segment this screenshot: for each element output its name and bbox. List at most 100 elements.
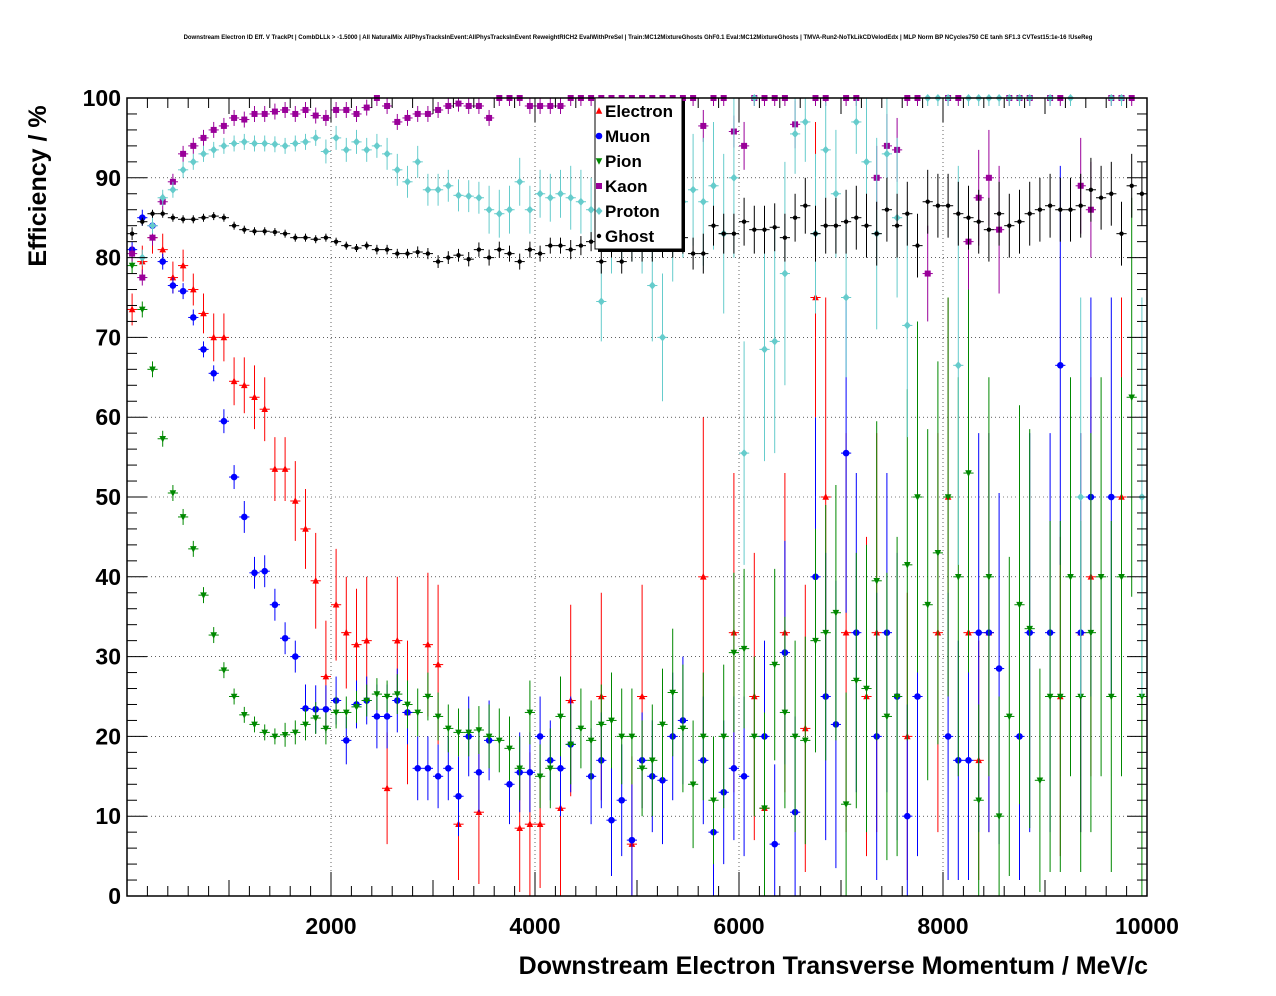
legend-electron-label: Electron [605, 102, 673, 121]
ghost-point [1078, 203, 1083, 208]
pion-point [1026, 625, 1033, 633]
kaon-point [455, 100, 462, 107]
pion-point [883, 713, 891, 721]
legend: Electron Muon Pion Kaon Proton Ghost [594, 97, 685, 252]
ghost-point [354, 245, 359, 251]
muon-point [373, 713, 381, 720]
electron-point [822, 493, 829, 500]
x-tick-label: 4000 [509, 913, 560, 939]
kaon-point [435, 106, 442, 113]
muon-point [190, 314, 197, 321]
pion-point [608, 717, 615, 725]
ghost-point [211, 213, 216, 219]
kaon-point [924, 270, 931, 277]
ghost-point [262, 229, 267, 234]
muon-point [281, 634, 289, 642]
pion-point [241, 712, 248, 719]
pion-point [332, 709, 340, 717]
ghost-point [1047, 203, 1053, 208]
muon-point [536, 733, 544, 740]
pion-point [965, 470, 972, 477]
ghost-point [721, 231, 726, 236]
kaon-point [231, 114, 238, 121]
pion-point [1108, 693, 1115, 701]
muon-point [455, 792, 462, 800]
y-axis-title: Efficiency / % [24, 105, 52, 266]
muon-point [261, 567, 269, 575]
pion-point [190, 546, 197, 553]
proton-point [771, 337, 779, 346]
pion-point [373, 691, 381, 698]
ghost-point [1027, 211, 1032, 216]
ghost-point [486, 255, 492, 260]
pion-point [944, 494, 952, 501]
proton-point [699, 197, 707, 206]
ghost-point [323, 235, 329, 240]
ghost-point [374, 247, 380, 252]
muon-point [159, 258, 166, 265]
pion-point [761, 805, 768, 813]
pion-point [485, 733, 493, 741]
ghost-point [690, 251, 696, 256]
proton-point [577, 197, 585, 206]
ghost-point [242, 227, 247, 232]
pion-point [842, 801, 850, 809]
pion-point [281, 732, 289, 739]
pion-point [139, 306, 146, 314]
proton-point [791, 129, 799, 138]
electron-point [434, 660, 442, 668]
electron-point [700, 573, 707, 580]
muon-point [200, 346, 207, 353]
pion-point [1006, 713, 1013, 721]
pion-point [700, 733, 707, 741]
proton-point [149, 221, 156, 230]
pion-point [985, 574, 993, 581]
kaon-point [414, 110, 421, 117]
kaon-point [322, 114, 329, 121]
kaon-point [700, 122, 707, 129]
proton-point [271, 140, 279, 149]
electron-point [638, 692, 646, 700]
pion-point [914, 494, 921, 501]
kaon-point [251, 110, 258, 117]
ghost-point [476, 247, 482, 252]
proton-point [567, 193, 575, 202]
ghost-point [252, 229, 257, 234]
proton-point [506, 205, 513, 214]
pion-point [853, 677, 860, 685]
muon-point [944, 733, 952, 740]
electron-point [394, 636, 401, 644]
ghost-point [588, 239, 594, 244]
proton-point [342, 145, 350, 154]
pion-point [628, 733, 636, 741]
electron-point [190, 285, 197, 293]
y-tick-label: 80 [95, 245, 121, 271]
pion-point [230, 693, 238, 701]
ghost-point [558, 243, 563, 248]
ghost-point [741, 219, 747, 224]
ghost-point [293, 235, 298, 240]
muon-point [965, 757, 972, 764]
kaon-point [526, 102, 533, 109]
ghost-point [231, 223, 237, 228]
pion-point [271, 733, 279, 741]
proton-point [689, 185, 697, 194]
electron-point [241, 381, 248, 389]
kaon-point [985, 174, 992, 181]
ghost-point [456, 253, 461, 258]
proton-point [557, 189, 564, 198]
electron-point [292, 497, 299, 504]
pion-point [363, 697, 370, 705]
kaon-point [292, 110, 299, 117]
ghost-point [1017, 219, 1022, 224]
proton-point [363, 145, 371, 154]
ghost-point [201, 215, 206, 220]
pion-point [496, 737, 503, 745]
y-tick-label: 40 [95, 564, 121, 590]
ghost-point [619, 259, 624, 264]
muon-point [608, 816, 615, 824]
kaon-point [261, 110, 268, 117]
pion-point [547, 765, 554, 773]
pion-point [455, 729, 462, 737]
electron-point [128, 305, 136, 313]
